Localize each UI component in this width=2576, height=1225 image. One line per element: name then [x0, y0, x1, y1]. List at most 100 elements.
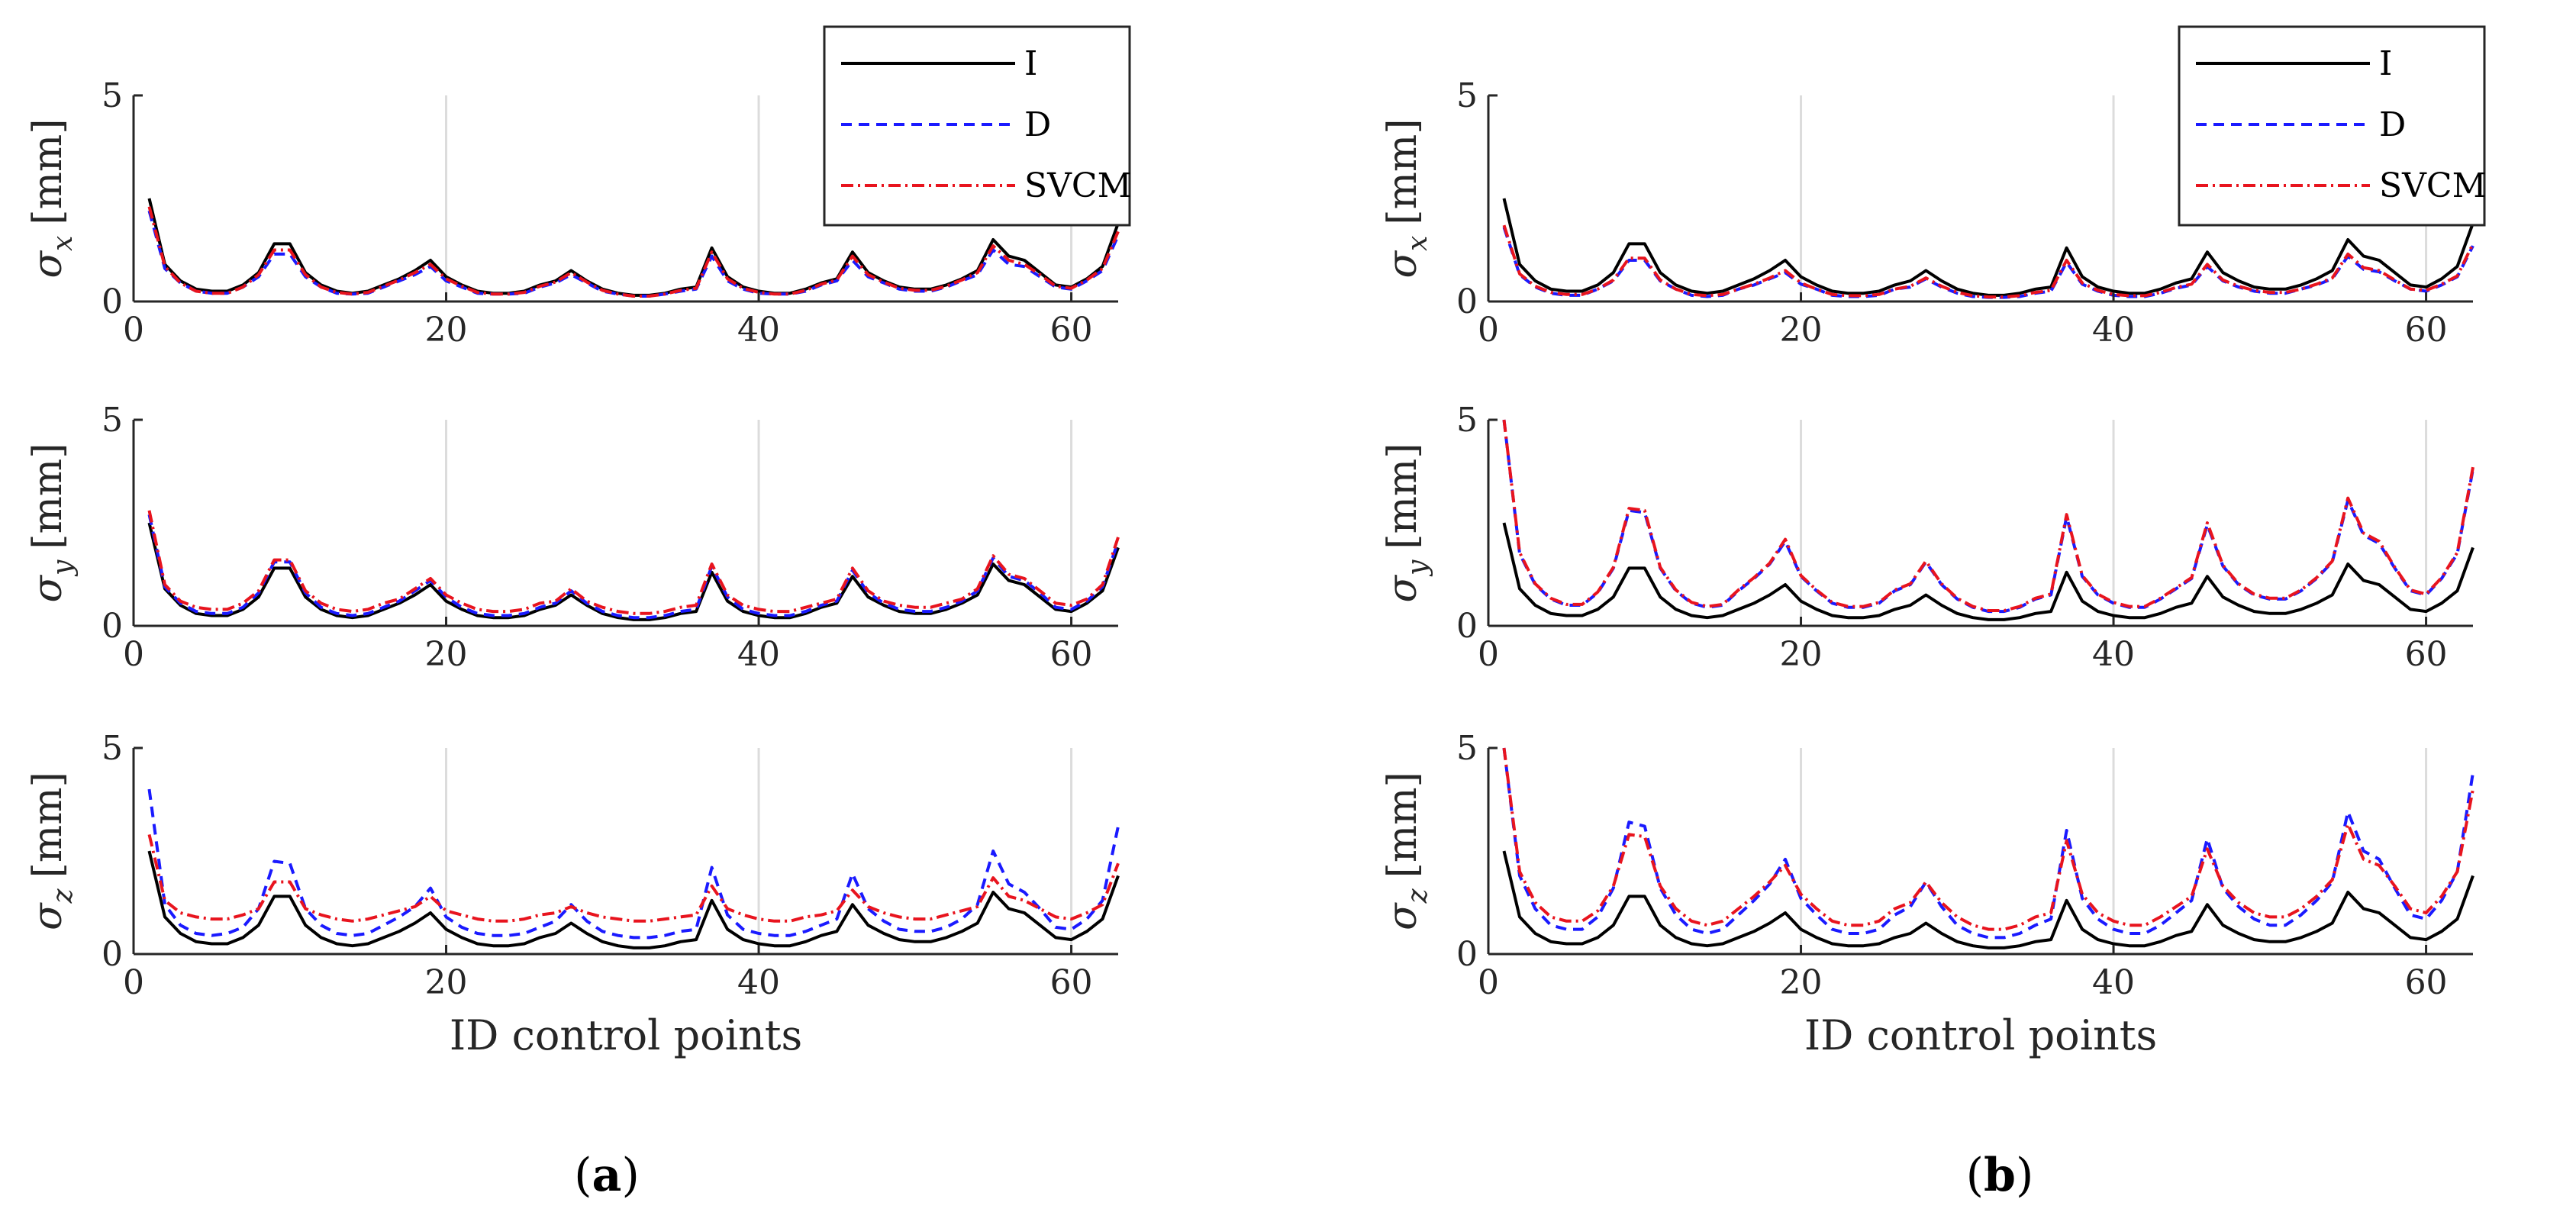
- panel-a-z: 0 20 40 60 0 5 σz [mm] ID control points: [25, 729, 1120, 1059]
- panel-b-y-xtick-label-3: 60: [2405, 635, 2448, 674]
- panel-b-x-series-i-line: [1502, 198, 2474, 297]
- panel-a-y-xtick-label-2: 40: [737, 635, 780, 674]
- panel-b-y-xtick-label-0: 0: [1478, 635, 1499, 674]
- panel-b-z-ylabel-unit: [mm]: [1380, 772, 1426, 878]
- panel-b-x-legend-label-i: I: [2379, 44, 2392, 83]
- panel-a-z-ytick-label-0: 0: [102, 935, 123, 974]
- panel-b-x-xtick-label-3: 60: [2405, 311, 2448, 350]
- panel-label-a-close-paren: ): [621, 1149, 639, 1202]
- panel-b-z-series-d-line: [1502, 747, 2474, 940]
- panel-label-a: (a): [574, 1149, 640, 1202]
- panel-b-x-legend-label-svcm: SVCM: [2379, 166, 2487, 205]
- panel-a-x-ytick-label-0: 0: [102, 282, 123, 321]
- panel-a-x-series-svcm-line: [147, 206, 1120, 298]
- panel-a-x-xtick-label-3: 60: [1050, 311, 1093, 350]
- panel-b-y-ylabel-symbol: σ: [1380, 575, 1426, 603]
- panel-b-x-ylabel-symbol: σ: [1380, 250, 1426, 279]
- panel-a-z-xlabel: ID control points: [450, 1011, 802, 1059]
- panel-b-y: 0 20 40 60 0 5 σy [mm]: [1380, 401, 2474, 674]
- panel-b-y-ylabel: σy [mm]: [1380, 443, 1433, 602]
- panel-a-x-xtick-label-0: 0: [123, 311, 144, 350]
- panel-label-a-letter: a: [592, 1149, 622, 1202]
- panel-a-y-series-i-line: [147, 522, 1120, 621]
- panel-b-x-legend-label-d: D: [2379, 105, 2406, 144]
- panel-b-z: 0 20 40 60 0 5 σz [mm] ID control points: [1380, 729, 2474, 1059]
- panel-b-y-xtick-label-1: 20: [1780, 635, 1823, 674]
- panel-b-z-xtick-label-2: 40: [2092, 963, 2135, 1002]
- panel-b-y-series-svcm-line: [1502, 419, 2474, 612]
- panel-b-y-plot-area: [1488, 420, 2473, 626]
- panel-b-z-plot-area: [1488, 748, 2473, 954]
- panel-a-y-xtick-label-3: 60: [1050, 635, 1093, 674]
- panel-a-z-xtick-label-3: 60: [1050, 963, 1093, 1002]
- panel-a-y-ytick-label-0: 0: [102, 607, 123, 646]
- panel-a-x-ylabel-subscript: x: [47, 236, 79, 251]
- panel-b-x-ylabel-unit: [mm]: [1380, 118, 1426, 224]
- panel-a-z-plot-area: [134, 748, 1118, 954]
- panel-b-y-xtick-label-2: 40: [2092, 635, 2135, 674]
- panel-b-z-xtick-label-1: 20: [1780, 963, 1823, 1002]
- panel-a-y-plot-area: [134, 420, 1118, 626]
- panel-a-x-legend-label-i: I: [1024, 44, 1037, 83]
- panel-b-y-ytick-label-0: 0: [1456, 607, 1478, 646]
- panel-a-z-series-svcm-line: [147, 833, 1120, 923]
- panel-a-y-ytick-label-1: 5: [102, 401, 123, 440]
- panel-a-x-ylabel: σx [mm]: [25, 118, 79, 278]
- panel-b-z-series-i-line: [1502, 850, 2474, 949]
- panel-b-z-xlabel: ID control points: [1804, 1011, 2157, 1059]
- panel-b-z-xtick-label-3: 60: [2405, 963, 2448, 1002]
- panel-a-x: 0 20 40 60 0 5 σx [mm] ID SVCM: [25, 25, 1132, 350]
- panel-a-z-xtick-label-0: 0: [123, 963, 144, 1002]
- panel-b-z-ytick-label-0: 0: [1456, 935, 1478, 974]
- panel-a-z-series-i-line: [147, 850, 1120, 949]
- panel-a-y-xtick-label-1: 20: [425, 635, 468, 674]
- panel-a-x-legend: ID SVCM: [823, 25, 1132, 227]
- panel-b-x-legend-box: [2178, 25, 2486, 227]
- panel-a-y-ylabel: σy [mm]: [25, 443, 79, 602]
- panel-b-x-xtick-label-0: 0: [1478, 311, 1499, 350]
- panel-b-z-xtick-label-0: 0: [1478, 963, 1499, 1002]
- panel-a-z-series-d-line: [147, 788, 1120, 940]
- panel-a-z-ylabel-subscript: z: [47, 888, 79, 904]
- panel-a-y-ylabel-symbol: σ: [25, 575, 71, 603]
- panel-b-x-legend: ID SVCM: [2178, 25, 2487, 227]
- panel-b-x: 0 20 40 60 0 5 σx [mm] ID SVCM: [1380, 25, 2487, 350]
- panel-b-y-series-i-line: [1502, 522, 2474, 621]
- panel-a-y-ylabel-subscript: y: [47, 559, 79, 577]
- panel-label-b-close-paren: ): [2016, 1149, 2033, 1202]
- panel-a-y-series-d-line: [147, 514, 1120, 620]
- panel-b-x-series-svcm-line: [1502, 224, 2474, 299]
- panel-b-z-ylabel-symbol: σ: [1380, 902, 1426, 930]
- panel-b-y-ylabel-unit: [mm]: [1380, 443, 1426, 549]
- panel-a-x-legend-label-d: D: [1024, 105, 1051, 144]
- panel-b-x-xtick-label-2: 40: [2092, 311, 2135, 350]
- panel-a-x-ytick-label-1: 5: [102, 76, 123, 115]
- panel-a-y-ylabel-unit: [mm]: [25, 443, 71, 549]
- panel-a-z-xtick-label-1: 20: [425, 963, 468, 1002]
- panel-a-y-series-svcm-line: [147, 510, 1120, 615]
- panel-b-x-ylabel-subscript: x: [1402, 236, 1433, 251]
- panel-a-x-ylabel-unit: [mm]: [25, 118, 71, 224]
- panel-a-x-legend-box: [823, 25, 1131, 227]
- panel-b-z-ytick-label-1: 5: [1456, 729, 1478, 768]
- panel-label-b-open-paren: (: [1966, 1149, 1984, 1202]
- panel-label-b-letter: b: [1984, 1149, 2016, 1202]
- panel-b-x-xtick-label-1: 20: [1780, 311, 1823, 350]
- panel-b-x-ytick-label-0: 0: [1456, 282, 1478, 321]
- panel-a-y: 0 20 40 60 0 5 σy [mm]: [25, 401, 1120, 674]
- panel-b-y-ytick-label-1: 5: [1456, 401, 1478, 440]
- panel-a-x-xtick-label-1: 20: [425, 311, 468, 350]
- panel-a-y-xtick-label-0: 0: [123, 635, 144, 674]
- panel-b-y-ylabel-subscript: y: [1402, 559, 1433, 577]
- panel-a-z-ylabel: σz [mm]: [25, 772, 79, 930]
- panel-b-x-ytick-label-1: 5: [1456, 76, 1478, 115]
- panel-b-z-ylabel-subscript: z: [1402, 888, 1433, 904]
- panel-a-z-ylabel-symbol: σ: [25, 902, 71, 930]
- panel-label-b: (b): [1966, 1149, 2034, 1202]
- panel-a-x-xtick-label-2: 40: [737, 311, 780, 350]
- panel-a-z-ylabel-unit: [mm]: [25, 772, 71, 878]
- panel-a-x-legend-label-svcm: SVCM: [1024, 166, 1132, 205]
- panel-b-x-ylabel: σx [mm]: [1380, 118, 1433, 278]
